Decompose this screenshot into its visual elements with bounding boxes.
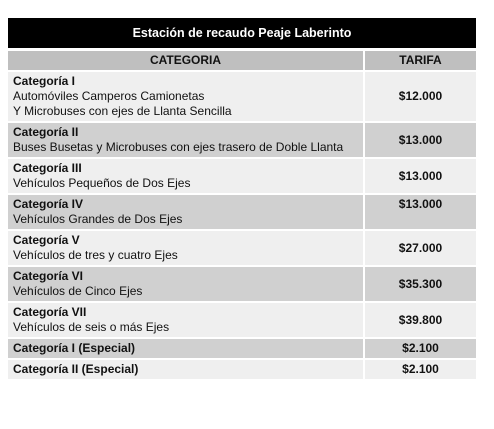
category-description: Vehículos de seis o más Ejes [13,320,170,334]
category-description: Vehículos de tres y cuatro Ejes [13,248,178,262]
category-description: Vehículos Pequeños de Dos Ejes [13,176,191,190]
category-description: Y Microbuses con ejes de Llanta Sencilla [13,104,232,118]
category-name: Categoría VI [13,269,84,283]
category-cell: Categoría VI Vehículos de Cinco Ejes [8,267,365,301]
category-name: Categoría III [13,161,82,175]
category-cell: Categoría II Buses Busetas y Microbuses c… [8,123,365,157]
fare-cell: $13.000 [365,159,476,193]
category-description: Buses Busetas y Microbuses con ejes tras… [13,140,344,154]
fare-cell: $12.000 [365,72,476,121]
table-body: CATEGORIA TARIFA Categoría I Automóviles … [8,51,476,379]
fare-cell: $13.000 [365,195,476,229]
fare-table: CATEGORIA TARIFA Categoría I Automóviles … [8,49,476,381]
category-cell: Categoría III Vehículos Pequeños de Dos E… [8,159,365,193]
table-row: Categoría II Buses Busetas y Microbuses c… [8,123,476,157]
category-cell: Categoría VII Vehículos de seis o más Eje… [8,303,365,337]
category-cell: Categoría IV Vehículos Grandes de Dos Eje… [8,195,365,229]
fare-cell: $2.100 [365,339,476,358]
category-cell: Categoría V Vehículos de tres y cuatro Ej… [8,231,365,265]
category-description: Automóviles Camperos Camionetas [13,89,205,103]
category-cell: Categoría I (Especial) [8,339,365,358]
table-title: Estación de recaudo Peaje Laberinto [8,18,476,48]
category-description: Vehículos de Cinco Ejes [13,284,143,298]
fare-cell: $35.300 [365,267,476,301]
table-row: Categoría IV Vehículos Grandes de Dos Eje… [8,195,476,229]
category-cell: Categoría I Automóviles Camperos Camionet… [8,72,365,121]
table-row: Categoría III Vehículos Pequeños de Dos E… [8,159,476,193]
fare-cell: $13.000 [365,123,476,157]
category-name: Categoría I (Especial) [13,341,136,355]
fare-cell: $2.100 [365,360,476,379]
category-name: Categoría V [13,233,80,247]
category-name: Categoría IV [13,197,84,211]
table-row: Categoría VII Vehículos de seis o más Eje… [8,303,476,337]
table-row: Categoría II (Especial) $2.100 [8,360,476,379]
category-cell: Categoría II (Especial) [8,360,365,379]
fare-cell: $39.800 [365,303,476,337]
category-name: Categoría II (Especial) [13,362,139,376]
fare-table-card: Estación de recaudo Peaje Laberinto CATE… [8,18,476,381]
header-cell: CATEGORIA [8,51,365,70]
table-row: Categoría I Automóviles Camperos Camionet… [8,72,476,121]
fare-cell: $27.000 [365,231,476,265]
table-row: Categoría V Vehículos de tres y cuatro Ej… [8,231,476,265]
header-row: CATEGORIA TARIFA [8,51,476,70]
category-description: Vehículos Grandes de Dos Ejes [13,212,183,226]
category-name: Categoría II [13,125,79,139]
category-name: Categoría VII [13,305,87,319]
header-cell: TARIFA [365,51,476,70]
table-row: Categoría VI Vehículos de Cinco Ejes $35.3… [8,267,476,301]
table-row: Categoría I (Especial) $2.100 [8,339,476,358]
category-name: Categoría I [13,74,76,88]
